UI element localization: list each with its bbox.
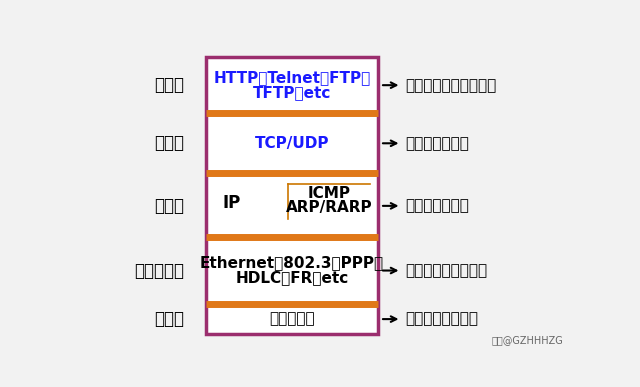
Text: TCP/UDP: TCP/UDP xyxy=(255,136,330,151)
Text: 寻址和路由选择: 寻址和路由选择 xyxy=(405,199,468,213)
Text: 提供应用程序网络接口: 提供应用程序网络接口 xyxy=(405,78,496,92)
Text: 网络层: 网络层 xyxy=(154,197,184,215)
Text: 建立端到端连接: 建立端到端连接 xyxy=(405,136,468,151)
Text: ICMP: ICMP xyxy=(308,186,351,201)
Text: TFTP、etc: TFTP、etc xyxy=(253,85,332,100)
Text: 无差错地传输数据帧: 无差错地传输数据帧 xyxy=(405,263,487,278)
Text: 物理层: 物理层 xyxy=(154,310,184,328)
Text: IP: IP xyxy=(222,194,241,212)
Bar xyxy=(207,57,378,334)
Text: 传输层: 传输层 xyxy=(154,134,184,152)
Text: HDLC、FR、etc: HDLC、FR、etc xyxy=(236,271,349,286)
Text: 头条@GZHHHZG: 头条@GZHHHZG xyxy=(492,335,563,345)
Text: HTTP、Telnet、FTP、: HTTP、Telnet、FTP、 xyxy=(213,70,371,85)
Text: 接口和线缆: 接口和线缆 xyxy=(269,312,315,327)
Text: 应用层: 应用层 xyxy=(154,76,184,94)
Text: ARP/RARP: ARP/RARP xyxy=(286,200,373,215)
Text: 透明地传输比特流: 透明地传输比特流 xyxy=(405,312,478,327)
Text: 数据链路层: 数据链路层 xyxy=(134,262,184,279)
Text: Ethernet、802.3、PPP、: Ethernet、802.3、PPP、 xyxy=(200,255,384,271)
